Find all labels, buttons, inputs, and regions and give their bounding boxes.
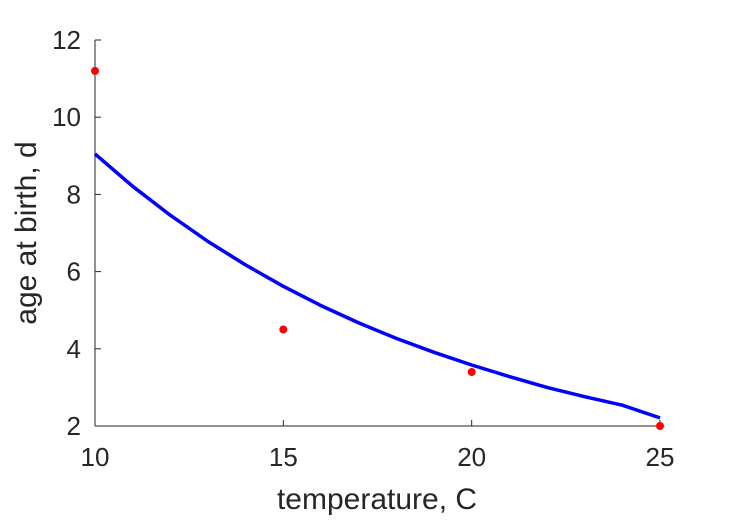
x-tick-label: 15 <box>269 442 298 472</box>
y-tick-label: 12 <box>52 25 81 55</box>
y-tick-label: 4 <box>67 334 81 364</box>
y-tick-label: 10 <box>52 102 81 132</box>
x-axis-label: temperature, C <box>277 483 477 516</box>
y-axis-label: age at birth, d <box>10 141 43 324</box>
data-point <box>279 325 288 334</box>
plot-area <box>91 66 664 430</box>
x-tick-label: 20 <box>457 442 486 472</box>
y-tick-label: 2 <box>67 411 81 441</box>
data-point <box>467 368 476 376</box>
x-tick-label: 25 <box>646 442 675 472</box>
fit-curve-line <box>93 152 661 420</box>
data-point <box>656 422 664 430</box>
data-point <box>91 66 99 75</box>
y-tick-label: 8 <box>67 179 81 209</box>
y-tick-label: 6 <box>67 257 81 287</box>
x-tick-label: 10 <box>81 442 110 472</box>
axes: 10 15 20 25 2 4 6 8 10 12 <box>52 25 674 472</box>
